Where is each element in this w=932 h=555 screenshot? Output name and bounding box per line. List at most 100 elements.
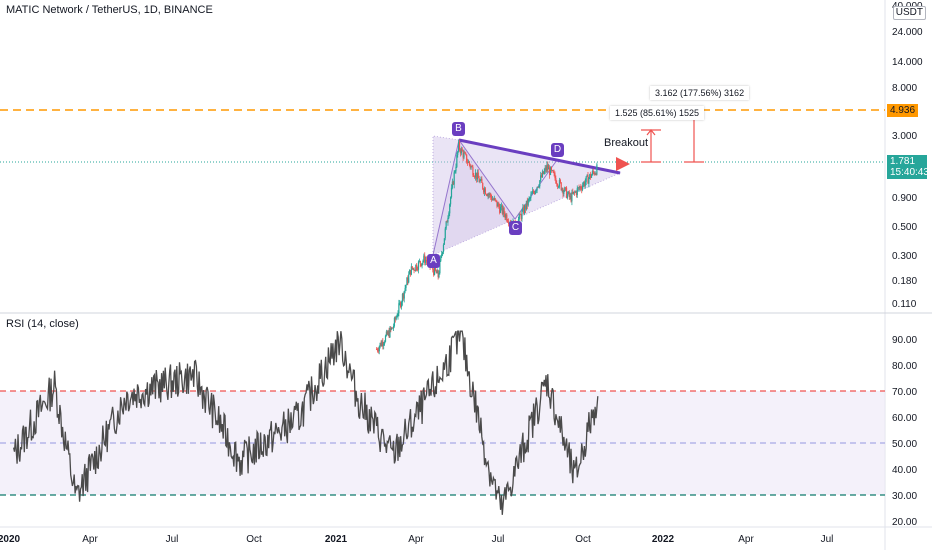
candle-body [390,327,392,330]
candle-body [456,154,458,167]
candle-body [541,171,544,178]
pattern-point-d[interactable]: D [551,143,564,157]
target-1-measure[interactable] [641,129,661,163]
candle-body [564,187,566,192]
candle-body [584,181,586,186]
candle-body [379,342,381,347]
candle-body [558,179,561,187]
candle-body [383,343,385,346]
candle-body [408,274,410,283]
candle-body [585,176,587,182]
candle-body [419,260,421,264]
candle-body [470,166,472,168]
candle-body [499,206,501,213]
candle-body [587,174,589,184]
candle-body [578,187,580,189]
breakout-arrow[interactable] [616,157,630,171]
time-tick-label: Apr [408,534,424,545]
candle-body [389,327,391,338]
candle-body [392,325,395,329]
target-2-label[interactable]: 3.162 (177.56%) 3162 [650,86,750,100]
pattern-point-a[interactable]: A [427,254,440,268]
candle-body [413,268,415,271]
price-tick-label: 14.000 [892,57,923,68]
candle-body [451,181,453,188]
time-tick-label: Jul [492,534,505,545]
rsi-indicator-title[interactable]: RSI (14, close) [6,318,79,330]
candle-body [477,172,479,179]
rsi-tick-label: 80.00 [892,361,917,372]
candle-body [577,187,579,189]
candle-body [437,270,439,278]
candle-body [520,215,522,219]
candle-body [377,350,379,352]
candle-body [491,196,493,201]
candle-body [534,191,536,194]
price-tick-label: 0.180 [892,276,917,287]
candle-body [528,198,530,200]
candle-body [498,203,500,207]
currency-badge[interactable]: USDT [892,6,926,20]
rsi-axis[interactable]: 90.00 80.00 70.00 60.00 50.00 40.00 30.00 20.00 [892,335,917,528]
candle-body [531,193,533,195]
candle-body [412,268,414,270]
candle-body [582,185,584,190]
time-axis[interactable]: 2020 Apr Jul Oct 2021 Apr Jul Oct 2022 Apr Jul [0,534,833,545]
candle-body [452,181,454,185]
candle-body [450,187,453,198]
candle-body [460,148,462,154]
candle-body [504,214,506,218]
candle-body [521,210,523,219]
pattern-point-b[interactable]: B [452,122,465,136]
candle-body [467,161,470,163]
candle-body [552,170,554,173]
target-1-label[interactable]: 1.525 (85.61%) 1525 [610,106,705,120]
candle-body [493,198,495,200]
candle-body [519,214,521,216]
candle-body [450,197,452,205]
candle-body [556,183,558,185]
candle-body [387,331,389,335]
candle-body [481,178,483,183]
candle-body [545,167,547,171]
candle-body [472,166,474,176]
pattern-point-c[interactable]: C [509,221,522,235]
candle-body [388,331,390,338]
candle-body [489,193,491,195]
candle-body [571,192,573,202]
candle-body [441,252,444,255]
candle-body [567,191,569,194]
candle-body [494,198,496,200]
candle-body [572,192,574,194]
candle-body [462,151,464,158]
candle-body [536,186,538,191]
candle-body [491,199,494,201]
candle-body [506,214,508,221]
candle-body [400,302,402,308]
candle-body [378,346,380,352]
candle-body [548,167,550,170]
candle-body [499,206,502,213]
candle-body [563,191,565,194]
candle-body [544,167,546,171]
time-tick-label: Apr [738,534,754,545]
candle-body [557,186,560,188]
candle-body [565,187,568,198]
pattern-triangle[interactable] [432,135,622,256]
candle-body [464,152,466,154]
candle-body [526,200,528,206]
candle-body [596,164,598,175]
candle-body [447,217,449,223]
candle-body [550,167,553,171]
candle-body [575,191,577,196]
candle-body [414,270,416,272]
time-tick-label: Oct [246,534,262,545]
rsi-tick-label: 20.00 [892,517,917,528]
candle-body [529,197,531,199]
descending-trendline[interactable] [458,138,621,175]
candle-body [542,171,544,174]
breakout-label[interactable]: Breakout [604,137,649,149]
candle-body [568,191,570,197]
